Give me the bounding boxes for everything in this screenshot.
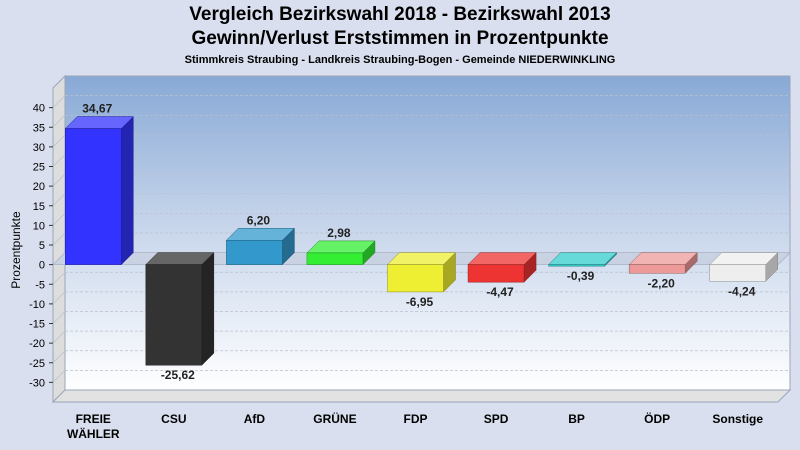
y-tick-label: 5 (39, 240, 45, 252)
bar-1 (145, 252, 215, 366)
y-tick-label: -15 (29, 319, 45, 331)
bar-front (306, 252, 364, 265)
gridline-side (52, 311, 66, 324)
chart-title: Vergleich Bezirkswahl 2018 - Bezirkswahl… (189, 4, 611, 25)
value-label: -6,95 (406, 295, 434, 309)
bar-top (225, 228, 295, 241)
gridline-side (52, 114, 66, 128)
bar-front (387, 264, 444, 293)
bar-top (467, 252, 537, 265)
bar-7 (628, 252, 698, 274)
category-label: GRÜNE (313, 411, 356, 426)
y-tick-label: -20 (29, 338, 45, 350)
category-label: ÖDP (644, 411, 670, 426)
gridline-side (52, 330, 66, 344)
bar-top (386, 252, 457, 265)
bars (64, 115, 779, 366)
chart-caption: Stimmkreis Straubing - Landkreis Straubi… (184, 54, 616, 66)
category-label: AfD (244, 412, 266, 426)
bar-2 (225, 227, 295, 266)
bar-top (548, 252, 618, 265)
value-label: -4,47 (486, 285, 514, 299)
category-label: FDP (404, 412, 428, 426)
category-label: WÄHLER (67, 426, 120, 441)
category-label: Sonstige (712, 412, 763, 426)
y-tick-label: 20 (33, 181, 45, 193)
category-label: BP (568, 412, 585, 426)
gridline-side (52, 213, 66, 226)
y-tick-label: -25 (29, 358, 45, 370)
value-label: 34,67 (82, 102, 112, 116)
bar-3 (306, 240, 376, 266)
bar-front (548, 264, 605, 267)
value-labels: 34,67 -25,62 6,20 2,98 -6,95 -4,47 -0,39 -2,20 -… (82, 102, 755, 383)
value-label: 2,98 (327, 226, 351, 240)
bar-8 (709, 252, 779, 282)
y-tick-label: 10 (33, 220, 45, 232)
category-label: FREIE (76, 412, 111, 426)
y-tick-label: 40 (33, 103, 45, 115)
y-tick-label: -5 (35, 279, 45, 291)
value-label: -0,39 (567, 269, 595, 283)
category-label: SPD (484, 412, 509, 426)
gridline-side (52, 291, 66, 305)
bar-front (628, 264, 686, 274)
gridline-side (52, 134, 66, 148)
bar-front (709, 264, 766, 282)
y-tick-label: 35 (33, 122, 45, 134)
gridline-side (52, 193, 66, 207)
y-tick-label: 0 (39, 260, 45, 272)
floor (51, 389, 792, 403)
bar-side (201, 252, 215, 366)
category-label: CSU (161, 412, 186, 426)
gridline-side (52, 232, 66, 246)
bar-6 (548, 252, 618, 267)
gridline-side (52, 350, 66, 364)
bar-top (145, 252, 215, 265)
y-tick-label: 15 (33, 201, 45, 213)
bar-side (121, 115, 134, 266)
gridline-side (52, 271, 66, 285)
value-label: 6,20 (247, 213, 271, 227)
value-label: -4,24 (728, 284, 756, 298)
bar-top (64, 116, 134, 129)
y-axis-ticks: 40 35 30 25 20 15 10 5 0 -5 -10 -15 -20 -25 -30 (29, 103, 53, 389)
value-label: -2,20 (647, 276, 675, 290)
y-tick-label: 25 (33, 162, 45, 174)
bar-front (226, 240, 283, 265)
bar-top (709, 252, 779, 265)
gridline-side (52, 154, 66, 167)
y-tick-label: -10 (29, 299, 45, 311)
bar-5 (467, 252, 537, 283)
gridline-side (52, 173, 66, 187)
gridline-side (52, 95, 66, 108)
bar-front (467, 264, 525, 283)
bar-4 (386, 252, 457, 293)
y-tick-label: 30 (33, 142, 45, 154)
gridline-side (52, 370, 66, 383)
chart-subtitle: Gewinn/Verlust Erststimmen in Prozentpun… (191, 28, 609, 49)
value-label: -25,62 (161, 368, 195, 382)
bar-front (145, 264, 203, 366)
bar-front (65, 128, 122, 265)
bar-top (306, 240, 376, 254)
bar-0 (64, 115, 134, 266)
bar-top (628, 252, 698, 265)
y-tick-label: -30 (29, 377, 45, 389)
